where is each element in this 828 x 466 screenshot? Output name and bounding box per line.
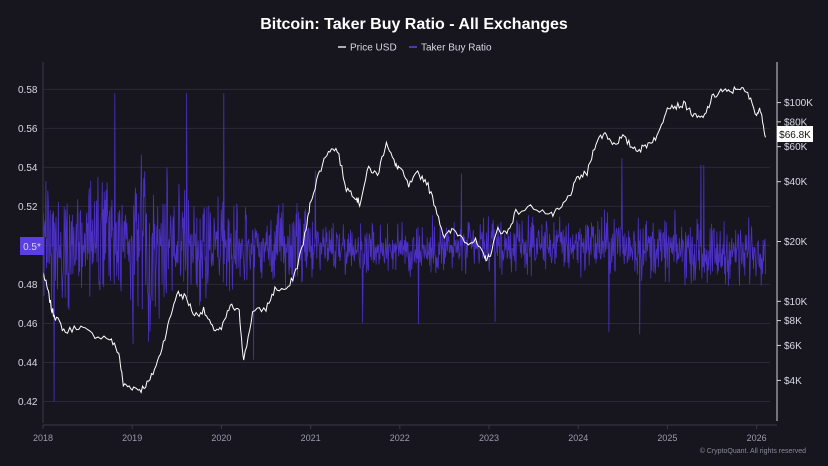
right-tick-label: $20K: [784, 237, 808, 248]
x-tick-label: 2022: [390, 433, 410, 443]
left-tick-label: 0.52: [18, 202, 38, 213]
right-tick-label: $40K: [784, 177, 808, 188]
ratio-line: [42, 93, 766, 402]
credit: © CryptoQuant. All rights reserved: [700, 447, 806, 455]
current-price-value: $66.8K: [779, 130, 811, 141]
current-price-badge: $66.8K: [777, 126, 813, 142]
left-axis: 0.58 0.56 0.54 0.52 0.48 0.46 0.44 0.42: [18, 62, 44, 423]
right-axis: $100K $80K $60K $40K $20K $10K $8K $6K $4K: [776, 62, 813, 421]
legend-label-price: Price USD: [350, 43, 397, 54]
price-series: [42, 85, 766, 394]
right-tick-label: $60K: [784, 142, 808, 153]
price-line: [42, 85, 766, 394]
x-axis: 2018 2019 2020 2021 2022 2023 2024 2025 2026: [33, 424, 777, 443]
left-tick-label: 0.58: [18, 85, 38, 96]
right-tick-label: $6K: [784, 341, 802, 352]
x-tick-label: 2026: [747, 433, 767, 443]
x-tick-label: 2019: [122, 433, 142, 443]
ratio-series: [42, 93, 766, 402]
left-tick-label: 0.44: [18, 358, 38, 369]
x-tick-label: 2021: [301, 433, 321, 443]
chart-title: Bitcoin: Taker Buy Ratio - All Exchanges: [260, 16, 568, 33]
x-tick-label: 2023: [479, 433, 499, 443]
x-tick-label: 2024: [568, 433, 588, 443]
left-tick-label: 0.54: [18, 163, 38, 174]
x-tick-label: 2025: [657, 433, 677, 443]
grid: [43, 88, 770, 402]
left-tick-label: 0.48: [18, 280, 38, 291]
right-tick-label: $80K: [784, 117, 808, 128]
x-tick-label: 2020: [211, 433, 231, 443]
right-tick-label: $4K: [784, 376, 802, 387]
legend-label-ratio: Taker Buy Ratio: [421, 43, 492, 54]
left-tick-label: 0.46: [18, 319, 38, 330]
current-ratio-value: 0.5*: [23, 242, 41, 253]
left-tick-label: 0.42: [18, 397, 38, 408]
current-ratio-badge: 0.5*: [20, 237, 44, 255]
x-tick-label: 2018: [33, 433, 53, 443]
right-tick-label: $10K: [784, 297, 808, 308]
right-tick-label: $100K: [784, 98, 813, 109]
left-tick-label: 0.56: [18, 124, 38, 135]
legend: Price USD Taker Buy Ratio: [338, 43, 492, 54]
right-tick-label: $8K: [784, 316, 802, 327]
